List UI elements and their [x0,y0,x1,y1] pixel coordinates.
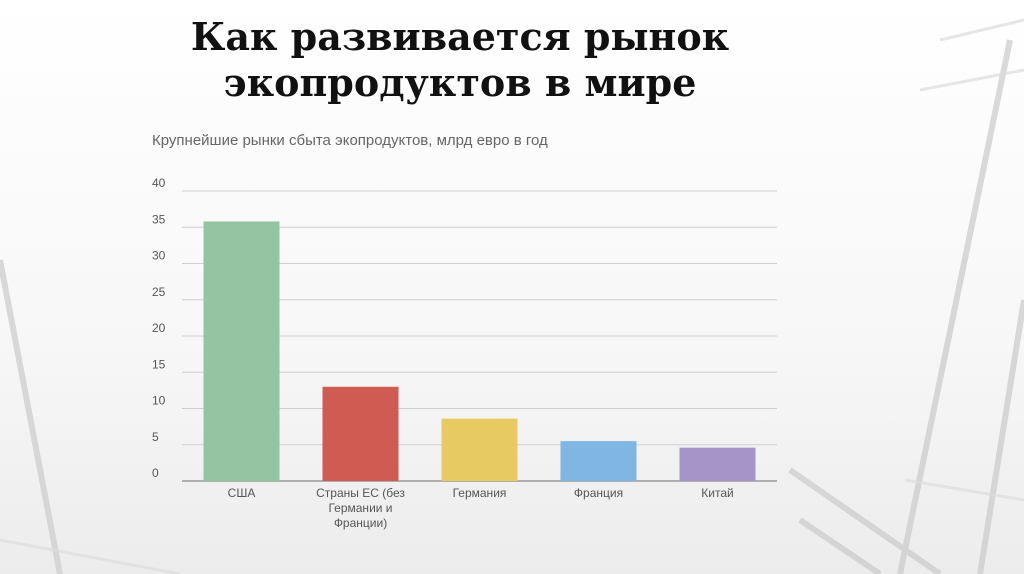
y-tick-label: 35 [152,212,166,226]
chart-bars [203,221,756,481]
y-tick-label: 20 [152,321,166,335]
slide-title: Как развивается рынок экопродуктов в мир… [130,14,790,106]
y-tick-label: 30 [152,249,166,263]
x-tick-label: Китай [701,486,733,500]
bar [560,441,637,481]
y-tick-label: 5 [152,430,159,444]
chart-title: Крупнейшие рынки сбыта экопродуктов, млр… [152,132,548,149]
bar [679,447,756,481]
bar [203,221,280,481]
bar [441,418,518,481]
x-tick-label: Франции) [334,516,387,530]
y-tick-label: 0 [152,466,159,480]
slide-title-line-2: экопродуктов в мире [223,60,697,105]
x-tick-label: Германия [453,486,507,500]
y-tick-label: 40 [152,176,166,190]
x-tick-label: Страны ЕС (без [316,486,405,500]
y-tick-label: 15 [152,357,166,371]
y-tick-label: 10 [152,394,166,408]
slide-title-line-1: Как развивается рынок [190,14,730,59]
x-tick-label: США [228,486,256,500]
y-tick-label: 25 [152,285,166,299]
x-tick-label: Германии и [328,501,392,515]
x-tick-label: Франция [574,486,623,500]
bar [322,386,399,481]
y-axis-tick-labels: 0 5 10 15 20 25 30 35 40 [152,176,166,480]
